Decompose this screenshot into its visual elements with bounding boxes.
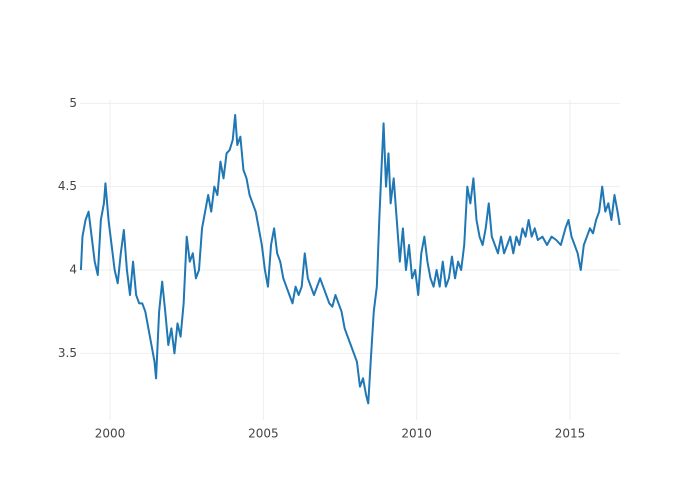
x-tick-label: 2005	[248, 427, 279, 441]
x-tick-label: 2000	[95, 427, 126, 441]
x-tick-label: 2010	[401, 427, 432, 441]
x-tick-label: 2015	[555, 427, 586, 441]
line-series	[79, 114, 621, 405]
y-tick-label: 4	[69, 263, 77, 277]
y-tick-label: 4.5	[58, 179, 77, 193]
y-tick-label: 3.5	[58, 346, 77, 360]
y-tick-label: 5	[69, 96, 77, 110]
